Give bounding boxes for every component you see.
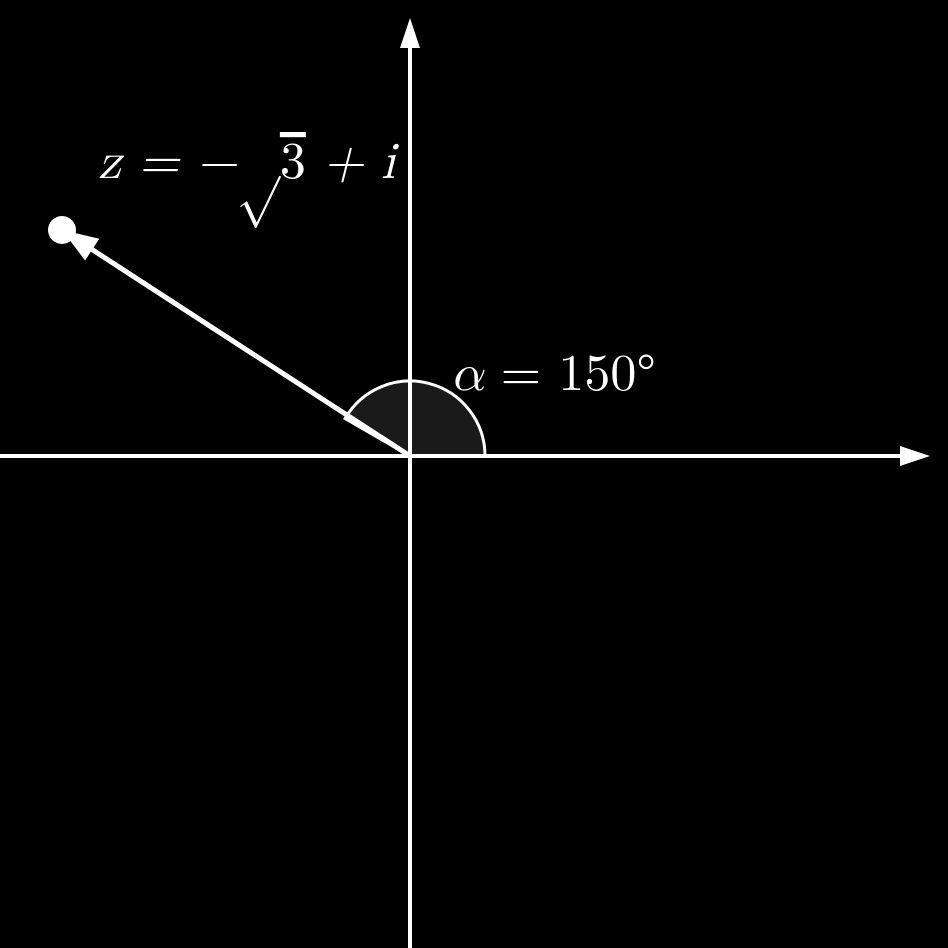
z-label-prefix: z = − xyxy=(98,137,237,189)
z-label-suffix: + i xyxy=(306,137,400,189)
x-axis-arrowhead xyxy=(900,446,930,466)
z-label-radicand: 3 xyxy=(280,137,306,189)
y-axis-arrowhead xyxy=(400,18,420,48)
z-label: z = −√3 + i xyxy=(98,137,400,228)
alpha-label-var: α xyxy=(450,349,485,401)
alpha-label: α = 150° xyxy=(450,349,656,401)
z-point xyxy=(48,216,76,244)
z-vector xyxy=(74,238,410,456)
z-label-sqrt: √ xyxy=(237,137,282,228)
complex-plane-diagram: z = −√3 + i α = 150° xyxy=(0,0,948,948)
alpha-label-value: = 150° xyxy=(483,349,655,401)
